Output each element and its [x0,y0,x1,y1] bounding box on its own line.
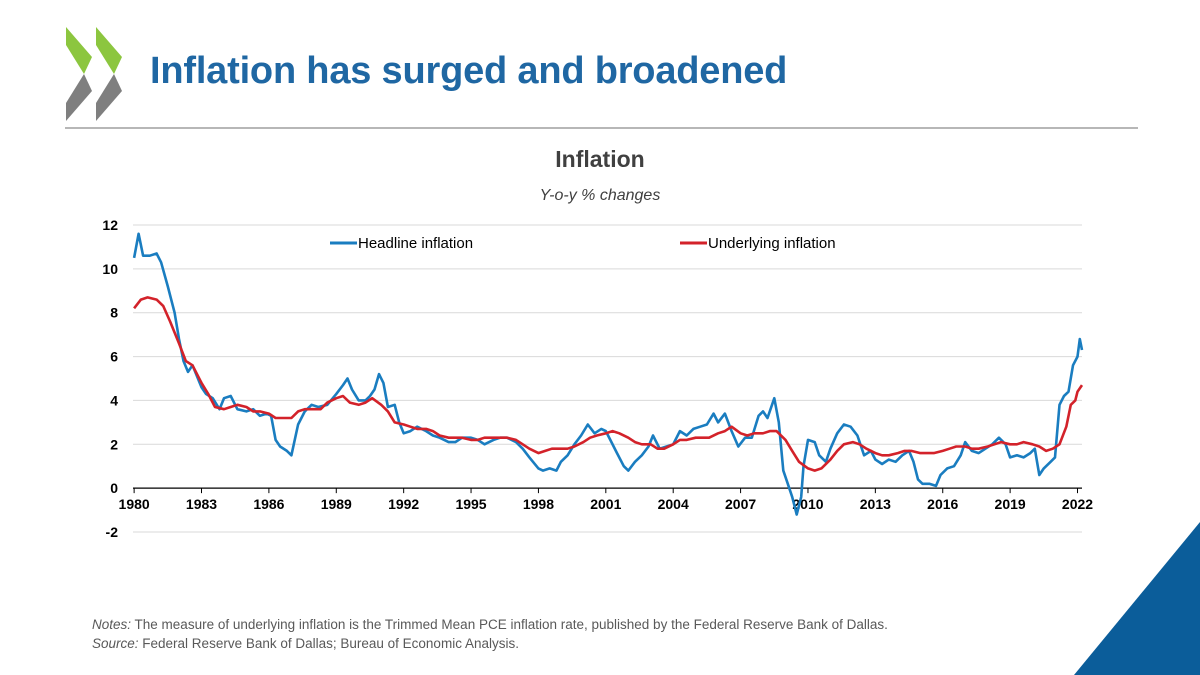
source-line: Source: Federal Reserve Bank of Dallas; … [92,634,888,653]
x-tick-label: 2019 [995,496,1026,512]
notes-line: Notes: The measure of underlying inflati… [92,615,888,634]
x-tick-label: 1980 [119,496,150,512]
notes-text: The measure of underlying inflation is t… [131,617,888,632]
legend-label: Underlying inflation [708,235,836,252]
source-text: Federal Reserve Bank of Dallas; Bureau o… [138,636,519,651]
slide-title: Inflation has surged and broadened [150,50,788,92]
y-tick-label: 12 [102,217,118,233]
x-tick-label: 2022 [1062,496,1093,512]
y-tick-label: 0 [110,480,118,496]
series-line-1 [132,232,1084,516]
corner-triangle-decoration [1074,522,1200,675]
x-tick-label: 1998 [523,496,554,512]
y-tick-label: 4 [110,392,118,408]
logo-right-chevron-grey [96,74,122,121]
series-line-2 [133,296,1084,472]
logo-left-chevron-green [66,27,92,74]
logo-left-chevron-grey [66,74,92,121]
chart-subtitle: Y-o-y % changes [539,187,661,204]
legend-label: Headline inflation [358,235,473,252]
notes-block: Notes: The measure of underlying inflati… [92,615,888,653]
x-tick-label: 1995 [455,496,486,512]
x-tick-label: 1992 [388,496,419,512]
chart-series [132,232,1084,516]
y-tick-label: 10 [102,261,118,277]
y-tick-label: -2 [106,524,119,540]
x-axis: 1980 1983 1986 1989 1992 1995 1998 2001 2004 2007… [119,487,1093,512]
chart-title: Inflation [555,146,645,172]
x-tick-label: 1989 [321,496,352,512]
title-divider [65,127,1138,129]
y-axis-tick-labels: -2 0 2 4 6 8 10 12 [102,217,118,540]
chart-gridlines [133,224,1082,533]
x-tick-label: 2004 [658,496,689,512]
y-tick-label: 2 [110,436,118,452]
logo-chevrons-icon [66,27,122,121]
x-tick-label: 2001 [590,496,621,512]
x-tick-label: 1983 [186,496,217,512]
logo-right-chevron-green [96,27,122,74]
chart-legend: Headline inflation Underlying inflation [330,235,836,252]
x-tick-label: 2013 [860,496,891,512]
x-tick-label: 2007 [725,496,756,512]
y-tick-label: 8 [110,305,118,321]
notes-label: Notes: [92,617,132,632]
x-tick-label: 1986 [253,496,284,512]
source-label: Source: [92,636,139,651]
x-tick-label: 2016 [927,496,958,512]
y-tick-label: 6 [110,349,118,365]
